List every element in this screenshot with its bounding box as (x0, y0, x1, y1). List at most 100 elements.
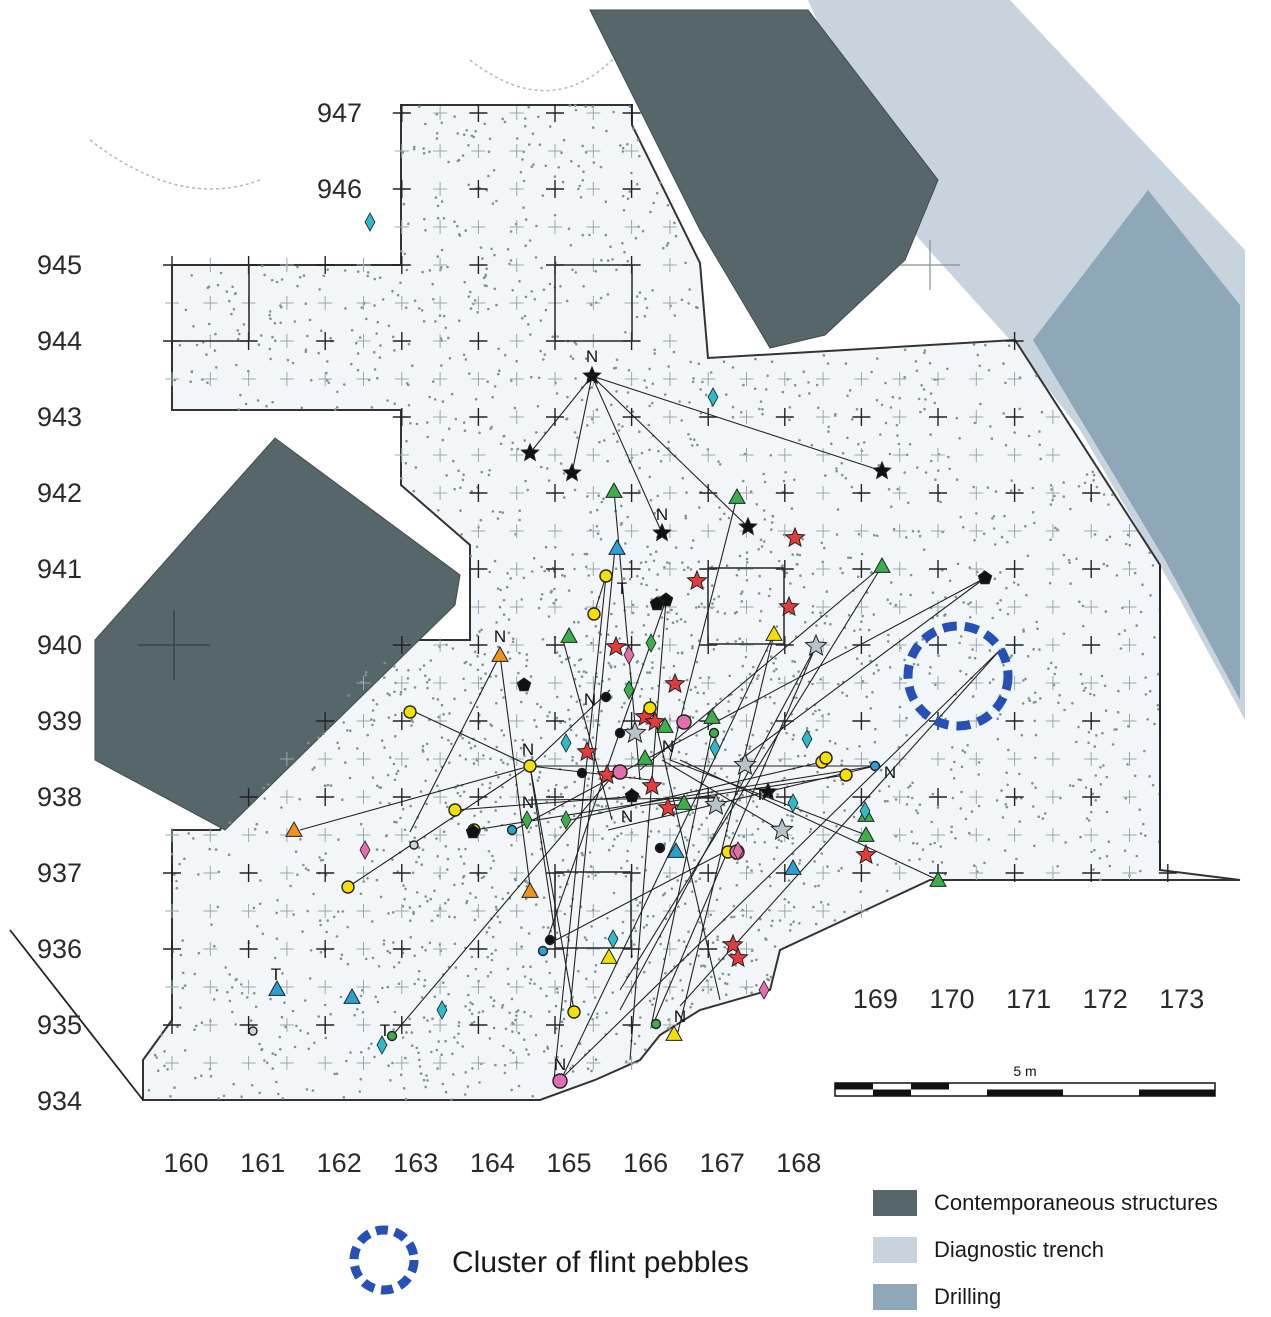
scatter-dot (604, 936, 607, 940)
scatter-dot (553, 175, 557, 178)
arc-line (89, 139, 261, 190)
scatter-dot (630, 171, 633, 175)
scatter-dot (365, 317, 368, 321)
scatter-dot (1009, 656, 1012, 659)
scatter-dot (479, 810, 483, 813)
scatter-dot (383, 746, 386, 749)
scatter-dot (490, 952, 494, 955)
scatter-dot (418, 668, 422, 671)
scatter-dot (648, 671, 652, 674)
scatter-dot (498, 369, 501, 373)
scatter-dot (520, 598, 523, 601)
scatter-dot (637, 1034, 641, 1038)
scatter-dot (840, 759, 844, 763)
scatter-dot (518, 280, 521, 283)
scatter-dot (1027, 697, 1031, 700)
scatter-dot (688, 288, 691, 291)
scatter-dot (641, 577, 645, 580)
scatter-dot (748, 747, 751, 751)
scatter-dot (496, 517, 500, 520)
scatter-dot (811, 712, 815, 716)
scatter-dot (586, 715, 589, 718)
scatter-dot (381, 298, 385, 301)
scatter-dot (763, 841, 766, 844)
scatter-dot (175, 886, 179, 890)
scatter-dot (951, 796, 955, 800)
scatter-dot (543, 569, 546, 573)
grid-cross (892, 562, 907, 576)
scatter-dot (1071, 702, 1074, 705)
scatter-dot (804, 620, 807, 624)
grid-cross (1045, 448, 1060, 462)
scatter-dot (566, 843, 569, 847)
scatter-dot (905, 453, 909, 457)
scatter-dot (502, 733, 506, 737)
scatter-dot (391, 335, 395, 339)
scatter-dot (639, 561, 643, 565)
grid-cross (279, 1056, 294, 1070)
scatter-dot (373, 368, 377, 371)
scatter-dot (1090, 810, 1093, 814)
scatter-dot (890, 581, 893, 584)
scatter-dot (274, 1053, 277, 1057)
refit-line (569, 547, 616, 1011)
grid-cross (586, 752, 601, 766)
scatter-dot (1157, 672, 1160, 676)
scatter-dot (762, 540, 766, 543)
scatter-dot (293, 320, 297, 323)
circle-symbol (599, 569, 613, 583)
grid-cross (509, 1018, 524, 1032)
scatter-dot (793, 384, 797, 387)
scatter-dot (470, 1012, 474, 1016)
scatter-dot (447, 336, 450, 340)
scatter-dot (709, 913, 713, 917)
scatter-dot (461, 737, 464, 740)
scatter-dot (809, 827, 813, 831)
grid-cross (509, 258, 524, 272)
scatter-dot (944, 613, 947, 616)
scatter-dot (525, 664, 528, 668)
scatter-dot (418, 105, 421, 108)
scatter-dot (393, 690, 396, 693)
scatter-dot (628, 560, 632, 564)
scatter-dot (623, 250, 626, 254)
star-symbol (770, 817, 794, 840)
scatter-dot (447, 427, 451, 431)
scatter-dot (745, 579, 749, 582)
scatter-dot (610, 612, 613, 616)
scatter-dot (635, 661, 639, 664)
scatter-dot (843, 809, 846, 812)
scatter-dot (876, 863, 879, 867)
grid-cross (433, 638, 448, 652)
grid-cross (1084, 752, 1099, 766)
scatter-dot (533, 982, 536, 986)
scatter-dot (1133, 571, 1137, 575)
scatter-dot (673, 786, 676, 790)
scatter-dot (662, 666, 665, 669)
scatter-dot (699, 676, 702, 680)
grid-cross (1005, 560, 1024, 578)
scatter-dot (721, 972, 725, 976)
grid-cross (816, 828, 831, 842)
scatter-dot (737, 568, 740, 572)
scatter-dot (636, 574, 639, 578)
scatter-dot (868, 654, 871, 658)
scatter-dot (326, 919, 330, 922)
scatter-dot (903, 658, 906, 662)
grid-cross (469, 1016, 488, 1034)
scatter-dot (966, 743, 969, 747)
scatter-dot (674, 234, 678, 238)
scatter-dot (651, 1003, 654, 1006)
scatter-dot (530, 290, 533, 293)
scatter-dot (697, 954, 700, 957)
scatter-dot (565, 417, 569, 421)
scatter-dot (1138, 808, 1141, 811)
scatter-dot (865, 695, 868, 699)
y-axis-labels: 9479469459449439429419409399389379369359… (37, 98, 362, 1116)
scatter-dot (1093, 745, 1097, 748)
scatter-dot (648, 448, 651, 452)
scatter-dot (875, 534, 879, 538)
scatter-dot (701, 380, 704, 384)
scatter-dot (581, 179, 585, 182)
grid-cross (1122, 714, 1137, 728)
